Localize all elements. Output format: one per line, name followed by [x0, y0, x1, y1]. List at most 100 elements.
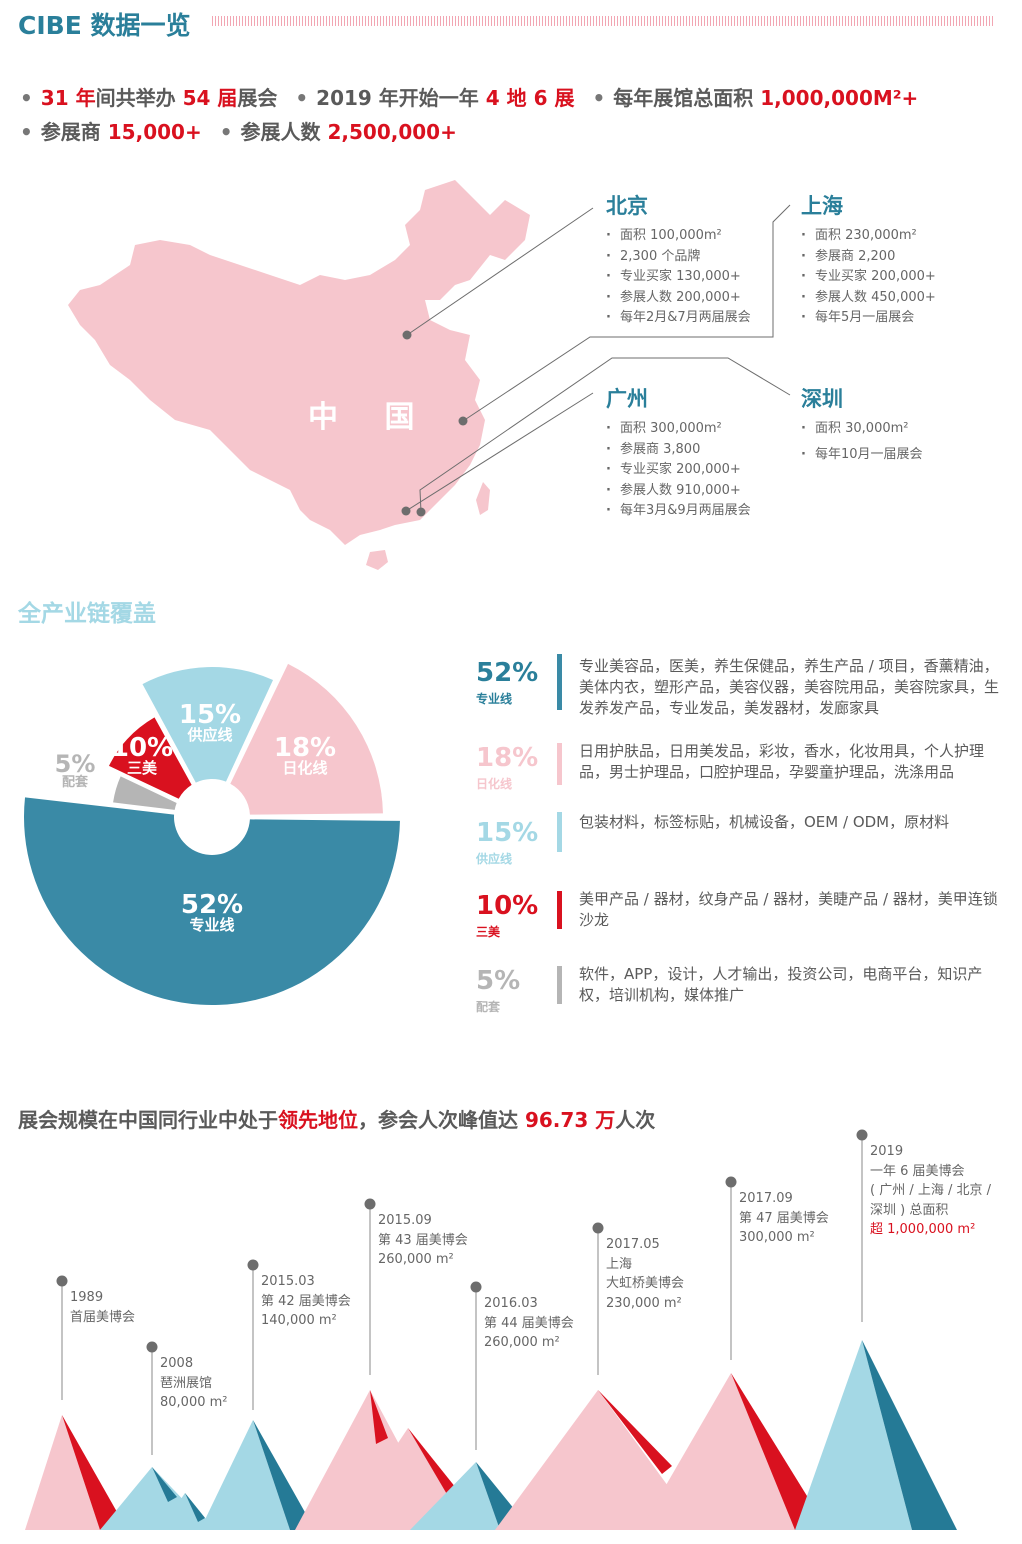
milestone-line: 2008: [160, 1356, 194, 1371]
bullet-icon: •: [20, 120, 33, 144]
pie-label: 52% 专业线: [162, 892, 262, 933]
timeline-milestone: 1989 首届美博会: [70, 1288, 135, 1327]
legend-description: 专业美容品，医美，养生保健品，养生产品 / 项目，香薰精油，美体内衣，塑形产品，…: [579, 657, 1000, 717]
city-name: 北京: [606, 194, 648, 218]
highlight-text: 15,000+: [107, 120, 202, 144]
country-label: 中 国: [308, 400, 433, 435]
milestone-line: 80,000 m²: [160, 1395, 228, 1410]
milestone-line: 第 42 届美博会: [261, 1293, 351, 1309]
city-stat: 面积 300,000m²: [606, 419, 751, 440]
timeline-pin-dot: [247, 1259, 259, 1271]
timeline-pin-dot: [146, 1341, 158, 1353]
pie-label: 18% 日化线: [255, 735, 355, 776]
city-stat: 专业买家 130,000+: [606, 267, 751, 288]
milestone-line: 2019: [870, 1144, 904, 1159]
timeline-pin-dot: [56, 1275, 68, 1287]
highlight-text: 2,500,000+: [327, 120, 457, 144]
timeline-pin-dot: [856, 1129, 868, 1141]
city-stat: 2,300 个品牌: [606, 247, 751, 268]
pie-slice-配套: [113, 776, 177, 810]
city-card: 上海面积 230,000m²参展商 2,200专业买家 200,000+参展人数…: [801, 190, 936, 329]
milestone-line: 一年 6 届美博会: [870, 1163, 965, 1179]
milestone-line: 第 47 届美博会: [739, 1210, 829, 1226]
section-title-industry: 全产业链覆盖: [18, 601, 156, 627]
city-stats: 面积 30,000m² 每年10月一届展会: [801, 419, 923, 465]
highlight-text: 4 地 6 展: [485, 86, 575, 110]
city-stat: 每年5月一届展会: [801, 308, 936, 329]
highlight-text: 1,000,000M²+: [760, 86, 919, 110]
city-stats: 面积 300,000m²参展商 3,800专业买家 200,000+参展人数 9…: [606, 419, 751, 522]
stat-item: • 2019 年开始一年 4 地 6 展: [295, 86, 574, 110]
city-stat: 参展人数 450,000+: [801, 288, 936, 309]
text-run: 参展人数: [240, 120, 328, 144]
bullet-icon: •: [20, 86, 33, 110]
taiwan-island: [476, 482, 490, 515]
timeline-pin-dot: [725, 1176, 737, 1188]
milestone-line: 1989: [70, 1290, 104, 1305]
pie-label-name: 三美: [126, 759, 157, 777]
legend-color-bar: [557, 891, 562, 929]
milestone-line: 首届美博会: [70, 1309, 136, 1325]
china-outline: [68, 180, 530, 545]
pie-label-percent: 15%: [178, 700, 242, 730]
city-name: 广州: [606, 387, 648, 411]
legend-description: 日用护肤品，日用美发品，彩妆，香水，化妆用具，个人护理品，男士护理品，口腔护理品…: [579, 742, 985, 781]
city-stat: 参展商 3,800: [606, 440, 751, 461]
pie-label-percent: 52%: [180, 890, 244, 920]
milestone-line: 2016.03: [484, 1296, 538, 1311]
pie-slice-日化线: [230, 663, 383, 815]
stat-item: • 31 年间共举办 54 届展会: [20, 86, 277, 110]
leader-line-guangzhou: [405, 392, 594, 512]
milestone-line: 大虹桥美博会: [606, 1276, 685, 1291]
city-stat: 参展人数 200,000+: [606, 288, 751, 309]
text-run: 2019 年开始一年: [316, 86, 486, 110]
timeline-pin-dot: [470, 1281, 482, 1293]
city-stat: 每年2月&7月两届展会: [606, 308, 751, 329]
timeline-milestone: 2008 琶洲展馆 80,000 m²: [160, 1354, 228, 1413]
pie-label-percent: 18%: [273, 733, 337, 763]
legend-color-bar: [557, 812, 562, 852]
milestone-line: 上海: [606, 1256, 633, 1272]
city-stat: 参展人数 910,000+: [606, 481, 751, 502]
city-stat: 每年3月&9月两届展会: [606, 501, 751, 522]
city-stat: 面积 230,000m²: [801, 226, 936, 247]
milestone-line: 140,000 m²: [261, 1313, 337, 1328]
china-map: [68, 180, 791, 570]
mountains: [25, 1340, 957, 1530]
stat-item: • 每年展馆总面积 1,000,000M²+: [592, 86, 918, 110]
legend-name: 日化线: [476, 777, 513, 791]
pie-label-name: 专业线: [189, 916, 235, 934]
bullet-icon: •: [592, 86, 606, 110]
pie-label-percent: 5%: [54, 750, 96, 778]
legend-name: 配套: [476, 1000, 501, 1014]
milestone-line: 深圳 ) 总面积: [870, 1202, 949, 1218]
timeline-milestone: 2016.03 第 44 届美博会 260,000 m²: [484, 1294, 574, 1353]
industry-pie-chart: [23, 663, 400, 1006]
pie-slice-供应线: [142, 667, 274, 783]
legend-percent: 10%: [476, 891, 539, 921]
milestone-line: 230,000 m²: [606, 1295, 682, 1311]
pie-label-percent: 10%: [110, 733, 174, 763]
text-run: 间共举办: [95, 86, 183, 110]
section-title-scale: 展会规模在中国同行业中处于领先地位，参会人次峰值达 96.73 万人次: [18, 1104, 655, 1133]
city-stat: 面积 30,000m²: [801, 419, 923, 440]
legend-percent: 15%: [476, 818, 539, 848]
bullet-icon: •: [219, 120, 233, 144]
text-run: ，参会人次峰值达: [358, 1108, 525, 1132]
legend-color-bar: [557, 966, 562, 1004]
milestone-line: 第 44 届美博会: [484, 1315, 574, 1331]
pie-label: 10% 三美: [92, 735, 192, 776]
timeline-milestone: 2017.05 上海 大虹桥美博会 230,000 m²: [606, 1235, 684, 1313]
shanghai-dot: [458, 416, 468, 426]
legend-description: 软件，APP，设计，人才输出，投资公司，电商平台，知识产权，培训机构，媒体推广: [579, 965, 983, 1004]
city-stats: 面积 230,000m²参展商 2,200专业买家 200,000+参展人数 4…: [801, 226, 936, 329]
text-run: 参展商: [40, 120, 108, 144]
leader-line-shenzhen: [419, 357, 791, 513]
timeline-milestone: 2015.09 第 43 届美博会 260,000 m²: [378, 1211, 468, 1270]
stat-item: • 参展商 15,000+: [20, 120, 202, 144]
legend-percent: 52%: [476, 658, 539, 688]
legend-name: 专业线: [476, 692, 513, 706]
timeline-milestone: 2015.03 第 42 届美博会 140,000 m²: [261, 1272, 351, 1331]
